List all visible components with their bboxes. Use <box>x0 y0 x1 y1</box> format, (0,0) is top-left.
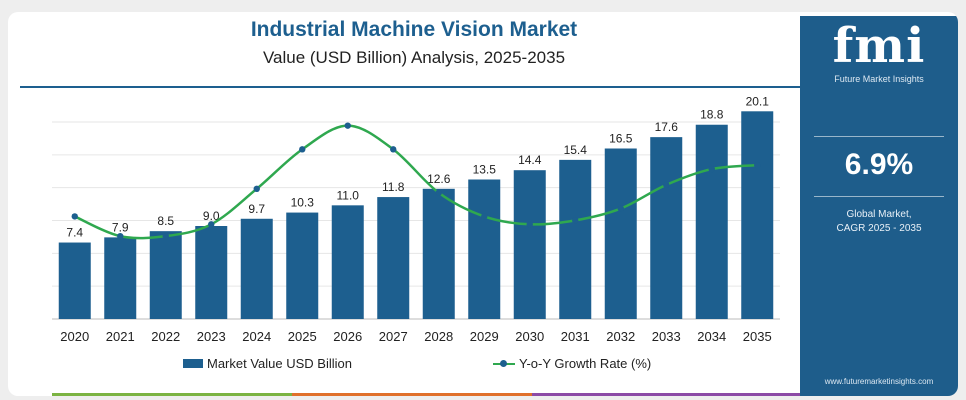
brand-name: Future Market Insights <box>834 74 924 84</box>
bar-value-label: 11.8 <box>382 180 405 194</box>
chart-subtitle: Value (USD Billion) Analysis, 2025-2035 <box>262 48 566 67</box>
legend-bar-label: Market Value USD Billion <box>207 356 352 371</box>
growth-rate-point <box>708 165 715 173</box>
growth-rate-point <box>617 205 624 212</box>
legend-line-swatch <box>493 359 515 369</box>
chart-card: Industrial Machine Vision Market Value (… <box>8 12 958 396</box>
footer-accent-purple <box>532 393 802 396</box>
growth-rate-line <box>74 124 758 240</box>
chart-title: Industrial Machine Vision Market <box>250 18 578 41</box>
x-tick-label: 2033 <box>652 329 681 344</box>
growth-rate-point <box>299 146 306 153</box>
fmi-logo: fmi <box>832 18 926 74</box>
growth-rate-point <box>117 232 124 240</box>
panel-divider-mid <box>814 196 944 197</box>
growth-rate-point <box>208 221 215 228</box>
growth-rate-point <box>162 232 169 240</box>
growth-rate-point <box>71 213 78 220</box>
bar-value-label: 13.5 <box>473 163 497 177</box>
bar <box>695 124 728 319</box>
growth-rate-point <box>663 181 670 189</box>
growth-rate-point <box>526 221 533 228</box>
bar-value-label: 10.3 <box>291 196 315 210</box>
cagr-label-line-1: Global Market, <box>846 209 912 220</box>
legend-bar-swatch <box>183 359 203 368</box>
bar <box>377 197 410 319</box>
bar-value-label: 11.0 <box>337 188 360 202</box>
bar <box>195 226 228 319</box>
growth-rate-point <box>754 161 761 169</box>
bar <box>104 237 137 319</box>
x-tick-label: 2035 <box>743 329 772 344</box>
summary-panel: fmi Future Market Insights 6.9% Global M… <box>800 16 958 396</box>
cagr-value: 6.9% <box>844 148 914 181</box>
x-tick-label: 2032 <box>606 329 635 344</box>
chart-legend: Market Value USD Billion Y-o-Y Growth Ra… <box>183 356 703 376</box>
x-tick-label: 2027 <box>379 329 408 344</box>
x-tick-label: 2030 <box>515 329 544 344</box>
growth-rate-point <box>572 217 579 224</box>
bar-value-label: 15.4 <box>564 143 588 157</box>
x-tick-label: 2022 <box>151 329 180 344</box>
bar-value-label: 8.5 <box>157 214 174 228</box>
bar <box>331 205 364 319</box>
bar <box>604 148 637 319</box>
x-tick-label: 2031 <box>561 329 590 344</box>
x-tick-label: 2023 <box>197 329 226 344</box>
x-tick-label: 2025 <box>288 329 317 344</box>
bar <box>559 159 592 319</box>
bar <box>422 188 455 319</box>
bar <box>513 170 546 319</box>
bar <box>240 218 273 319</box>
bar-value-label: 7.9 <box>112 220 129 234</box>
x-tick-label: 2020 <box>60 329 89 344</box>
x-tick-label: 2029 <box>470 329 499 344</box>
x-tick-label: 2028 <box>424 329 453 344</box>
x-tick-label: 2021 <box>106 329 135 344</box>
bar <box>58 242 91 319</box>
bar-value-label: 7.4 <box>66 226 83 240</box>
growth-rate-point <box>435 189 442 196</box>
bar-value-label: 17.6 <box>655 120 679 134</box>
x-tick-label: 2024 <box>242 329 271 344</box>
x-tick-label: 2034 <box>697 329 726 344</box>
website-url: www.futuremarketinsights.com <box>824 377 934 386</box>
growth-rate-point <box>390 146 397 153</box>
legend-line-label: Y-o-Y Growth Rate (%) <box>519 356 652 371</box>
bar <box>286 212 319 319</box>
footer-accent-green <box>52 393 292 396</box>
legend-item-market-value: Market Value USD Billion <box>183 356 352 371</box>
bar-value-label: 16.5 <box>609 132 633 146</box>
bar <box>650 137 683 319</box>
footer-accent-orange <box>292 393 532 396</box>
bar <box>741 111 774 319</box>
growth-rate-point <box>253 185 260 192</box>
growth-rate-point <box>344 122 351 129</box>
bar <box>468 179 501 319</box>
x-tick-label: 2026 <box>333 329 362 344</box>
cagr-label-line-2: CAGR 2025 - 2035 <box>836 223 922 234</box>
chart-area: 7.4 2020 7.9 2021 8.5 2022 9.0 2023 9.7 2024 10.3 2… <box>52 94 780 344</box>
bar-value-label: 18.8 <box>700 108 724 122</box>
panel-divider-top <box>814 136 944 137</box>
legend-item-growth-rate: Y-o-Y Growth Rate (%) <box>493 356 651 371</box>
bar-value-label: 20.1 <box>746 94 770 108</box>
bar-value-label: 12.6 <box>427 172 451 186</box>
bar <box>149 231 182 319</box>
bar-value-label: 9.7 <box>248 202 265 216</box>
bar-value-label: 9.0 <box>203 209 220 223</box>
growth-rate-point <box>481 213 488 220</box>
bar-value-label: 14.4 <box>518 153 542 167</box>
cagr-label: Global Market, CAGR 2025 - 2035 <box>800 208 958 236</box>
title-divider <box>20 86 802 88</box>
